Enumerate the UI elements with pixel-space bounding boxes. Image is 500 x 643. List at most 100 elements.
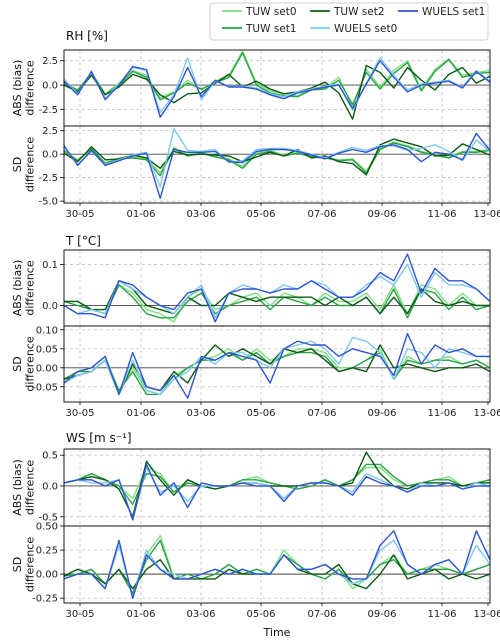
x-tick-label: 05-06 <box>246 209 275 220</box>
series-line <box>63 253 491 323</box>
y-tick-label: 0.0 <box>42 481 58 492</box>
x-tick-label: 13-06 <box>473 609 500 620</box>
group-title: RH [%] <box>66 29 108 43</box>
legend-label: TUW set2 <box>333 6 385 18</box>
x-tick-label: 11-06 <box>427 408 456 419</box>
y-tick-label: 0.5 <box>42 451 58 462</box>
x-tick-label: 07-06 <box>307 408 336 419</box>
x-tick-label: 01-06 <box>126 408 155 419</box>
y-axis-label: ABS (bias)difference <box>11 260 37 316</box>
y-axis-label-line: difference <box>24 460 37 515</box>
axes-frame <box>63 525 491 604</box>
x-tick-label: 09-06 <box>367 209 396 220</box>
x-tick-label: 30-05 <box>65 609 94 620</box>
plot-area <box>64 50 490 126</box>
y-axis-label-line: ABS (bias) <box>11 260 24 316</box>
y-tick-label: -0.5 <box>38 512 58 523</box>
legend: TUW set0 TUW set2 WUELS set1 TUW set1 WUELS … <box>209 2 489 41</box>
y-tick-label: 0.0 <box>42 301 58 312</box>
y-tick-label: -0.05 <box>32 382 58 393</box>
panel: 0.50 0.25 0.00 -0.25 SDdifference 30-05 01-06 0… <box>11 522 500 621</box>
x-axis-label: Time <box>263 626 291 639</box>
y-tick-label: 0.0 <box>42 81 58 92</box>
y-axis-label-line: difference <box>24 60 37 115</box>
y-tick-label: -0.25 <box>32 594 58 605</box>
series-line <box>63 141 491 174</box>
y-axis-label-line: difference <box>24 336 37 391</box>
x-tick-label: 05-06 <box>246 408 275 419</box>
x-tick-label: 13-06 <box>473 209 500 220</box>
x-tick-label: 01-06 <box>126 209 155 220</box>
y-axis-label-line: SD <box>11 356 24 371</box>
x-tick-label: 03-06 <box>186 209 215 220</box>
y-axis-label: ABS (bias)difference <box>11 459 37 515</box>
axes-frame <box>63 125 491 204</box>
plot-area <box>64 326 490 402</box>
y-axis-label-line: difference <box>24 137 37 192</box>
series-line <box>63 64 491 120</box>
y-tick-label: 0.25 <box>36 546 58 557</box>
y-tick-label: 0.1 <box>42 260 58 271</box>
y-axis-label-line: SD <box>11 157 24 172</box>
y-axis-label-line: difference <box>24 537 37 592</box>
panel: 0.1 0.0 ABS (bias)difference <box>11 249 491 329</box>
y-axis-label: SDdifference <box>11 336 37 391</box>
x-tick-label: 09-06 <box>367 609 396 620</box>
axes-frame <box>63 325 491 403</box>
y-tick-label: 0.10 <box>36 325 58 336</box>
y-axis-label-line: SD <box>11 557 24 572</box>
plot-area <box>64 126 490 203</box>
y-axis-label-line: difference <box>24 260 37 315</box>
y-tick-label: 0.00 <box>36 570 58 581</box>
x-tick-label: 30-05 <box>65 209 94 220</box>
x-tick-label: 09-06 <box>367 408 396 419</box>
x-tick-label: 03-06 <box>186 609 215 620</box>
x-tick-label: 11-06 <box>427 209 456 220</box>
series-line <box>63 60 491 118</box>
plot-area <box>64 449 490 526</box>
x-tick-label: 05-06 <box>246 609 275 620</box>
series-line <box>63 463 490 521</box>
series-line <box>63 50 491 109</box>
y-tick-label: -5.0 <box>38 197 58 208</box>
x-tick-label: 30-05 <box>65 408 94 419</box>
y-axis-label: SDdifference <box>11 137 37 192</box>
series-line <box>64 284 490 323</box>
y-tick-label: -2.5 <box>38 105 58 116</box>
y-tick-label: 2.5 <box>42 56 58 67</box>
legend-label: WUELS set1 <box>422 6 485 18</box>
y-axis-label: SDdifference <box>11 537 37 592</box>
legend-label: TUW set0 <box>245 6 297 18</box>
series-line <box>63 332 490 399</box>
legend-frame <box>209 2 489 41</box>
series-line <box>63 132 491 200</box>
x-tick-label: 07-06 <box>307 209 336 220</box>
y-axis-label-line: ABS (bias) <box>11 60 24 116</box>
y-tick-label: 0.00 <box>36 363 58 374</box>
x-tick-label: 07-06 <box>307 609 336 620</box>
legend-label: TUW set1 <box>245 23 297 35</box>
x-tick-label: 11-06 <box>427 609 456 620</box>
y-tick-label: 2.5 <box>42 126 58 137</box>
group-title: T [°C] <box>65 234 101 248</box>
group-title: WS [m s⁻¹] <box>66 431 132 445</box>
legend-label: WUELS set0 <box>334 23 397 35</box>
x-tick-label: 13-06 <box>473 408 500 419</box>
y-tick-label: -2.5 <box>38 173 58 184</box>
series-line <box>63 530 491 599</box>
y-tick-label: 0.0 <box>42 150 58 161</box>
series-line <box>63 57 491 114</box>
y-axis-label: ABS (bias)difference <box>11 60 37 116</box>
x-tick-label: 03-06 <box>186 408 215 419</box>
y-axis-label-line: ABS (bias) <box>11 459 24 515</box>
y-tick-label: 0.50 <box>36 522 58 533</box>
series-line <box>63 344 491 396</box>
series-line <box>63 336 490 396</box>
series-line <box>63 263 491 319</box>
y-tick-label: 0.05 <box>36 344 58 355</box>
